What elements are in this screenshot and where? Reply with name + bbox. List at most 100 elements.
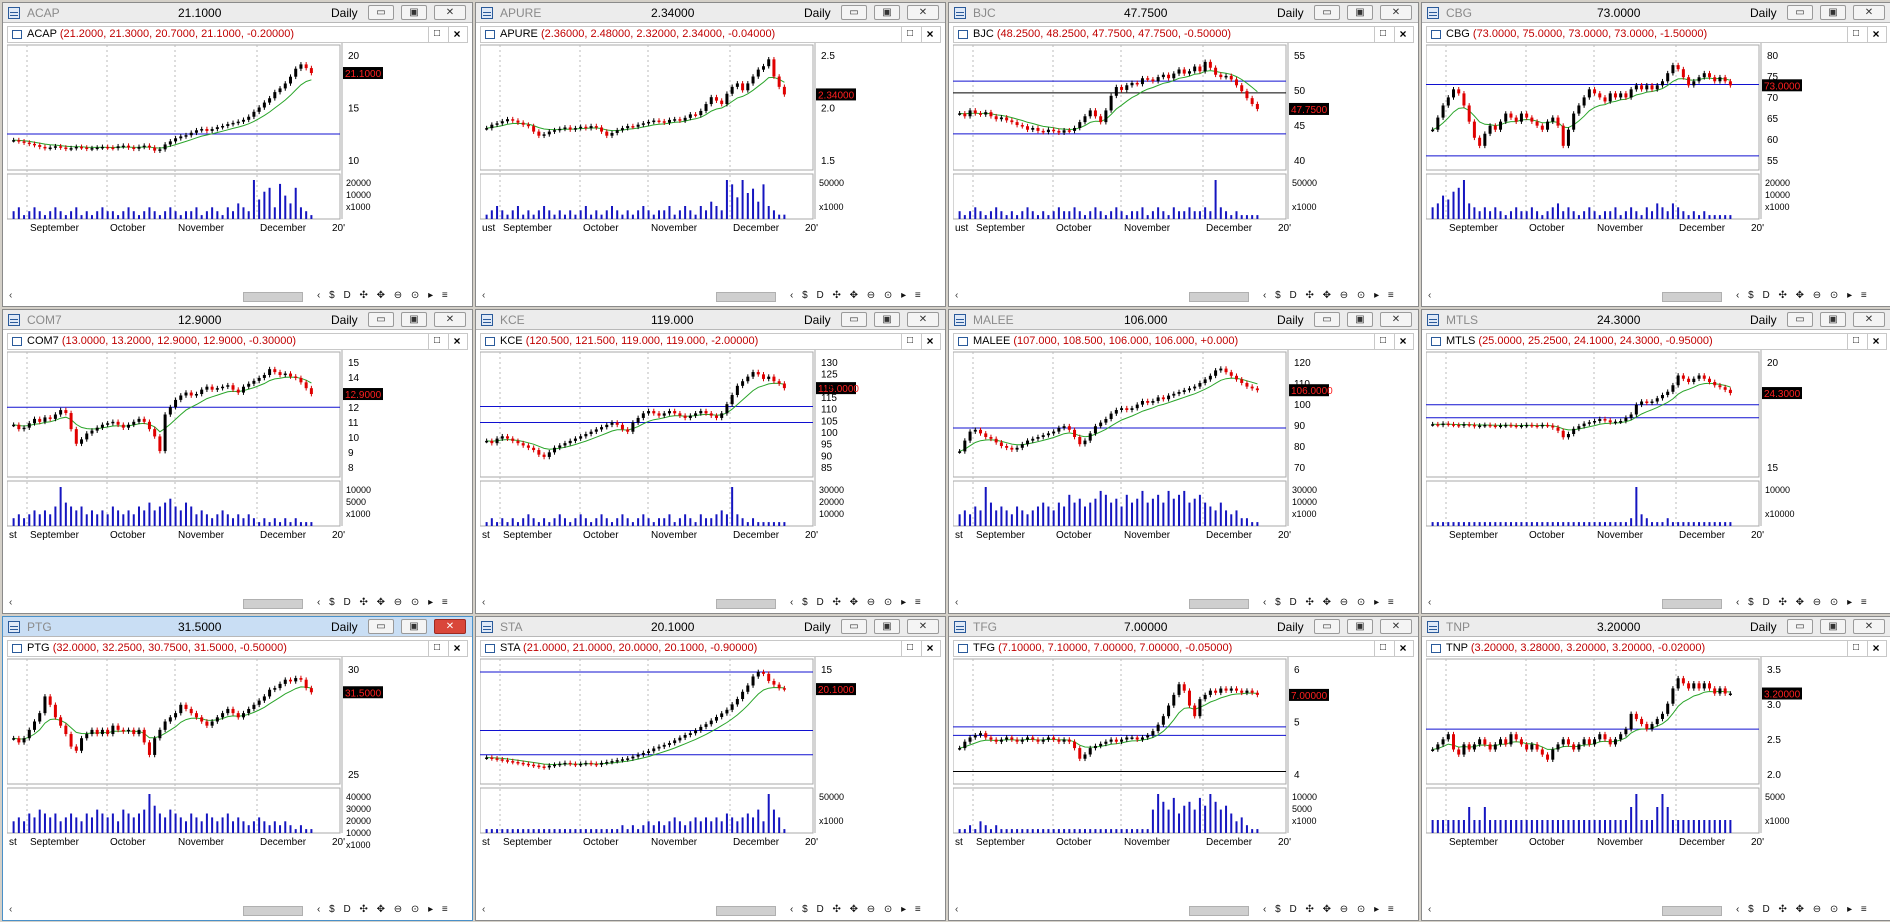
close-icon[interactable]: × — [921, 27, 938, 42]
close-button[interactable]: ✕ — [1380, 312, 1412, 327]
maximize-button[interactable]: ▣ — [1820, 312, 1846, 327]
maximize-button[interactable]: ▣ — [401, 5, 427, 20]
restore-icon[interactable]: □ — [428, 334, 445, 349]
close-button[interactable]: ✕ — [434, 312, 466, 327]
chart-tools[interactable]: ‹ $ D ✣ ✥ ⊖ ⊙ ▸ ≡ — [1736, 290, 1870, 301]
close-button[interactable]: ✕ — [907, 312, 939, 327]
chart-tools[interactable]: ‹ $ D ✣ ✥ ⊖ ⊙ ▸ ≡ — [1263, 290, 1397, 301]
close-icon[interactable]: × — [1394, 27, 1411, 42]
minimize-button[interactable]: ▭ — [1314, 5, 1340, 20]
maximize-button[interactable]: ▣ — [874, 312, 900, 327]
chart-scrollbar[interactable]: ‹ ‹ $ D ✣ ✥ ⊖ ⊙ ▸ ≡ — [953, 597, 1414, 611]
restore-icon[interactable]: □ — [901, 334, 918, 349]
minimize-button[interactable]: ▭ — [841, 312, 867, 327]
title-bar[interactable]: CBG 73.0000 Daily ▭ ▣ ✕ — [1422, 3, 1890, 23]
restore-icon[interactable]: □ — [1847, 334, 1864, 349]
minimize-button[interactable]: ▭ — [1787, 312, 1813, 327]
price-chart[interactable]: 106.00001201101009080703000010000x1000st… — [953, 350, 1414, 597]
maximize-button[interactable]: ▣ — [874, 5, 900, 20]
title-bar[interactable]: TFG 7.00000 Daily ▭ ▣ ✕ — [949, 617, 1418, 637]
chart-tools[interactable]: ‹ $ D ✣ ✥ ⊖ ⊙ ▸ ≡ — [1736, 597, 1870, 608]
scroll-left-icon[interactable]: ‹ — [955, 904, 959, 915]
close-icon[interactable]: × — [921, 334, 938, 349]
chart-window-kce[interactable]: KCE 119.000 Daily ▭ ▣ ✕ KCE (120.500, 121.500,… — [475, 309, 946, 614]
minimize-button[interactable]: ▭ — [841, 619, 867, 634]
close-button[interactable]: ✕ — [907, 619, 939, 634]
minimize-button[interactable]: ▭ — [1787, 5, 1813, 20]
chart-scrollbar[interactable]: ‹ ‹ $ D ✣ ✥ ⊖ ⊙ ▸ ≡ — [1426, 597, 1887, 611]
close-icon[interactable]: × — [448, 641, 465, 656]
close-icon[interactable]: × — [1394, 334, 1411, 349]
scroll-thumb[interactable] — [716, 599, 776, 609]
minimize-button[interactable]: ▭ — [1787, 619, 1813, 634]
chart-tools[interactable]: ‹ $ D ✣ ✥ ⊖ ⊙ ▸ ≡ — [1263, 597, 1397, 608]
scroll-thumb[interactable] — [1189, 292, 1249, 302]
restore-icon[interactable]: □ — [1847, 27, 1864, 42]
scroll-thumb[interactable] — [243, 906, 303, 916]
chart-tools[interactable]: ‹ $ D ✣ ✥ ⊖ ⊙ ▸ ≡ — [790, 290, 924, 301]
maximize-button[interactable]: ▣ — [401, 619, 427, 634]
restore-icon[interactable]: □ — [1847, 641, 1864, 656]
restore-icon[interactable]: □ — [1374, 641, 1391, 656]
close-button[interactable]: ✕ — [1380, 619, 1412, 634]
minimize-button[interactable]: ▭ — [368, 619, 394, 634]
scroll-thumb[interactable] — [1189, 599, 1249, 609]
close-icon[interactable]: × — [448, 334, 465, 349]
price-chart[interactable]: 119.000013012512011511010510095908530000… — [480, 350, 941, 597]
title-bar[interactable]: BJC 47.7500 Daily ▭ ▣ ✕ — [949, 3, 1418, 23]
scroll-left-icon[interactable]: ‹ — [955, 290, 959, 301]
close-icon[interactable]: × — [1867, 27, 1884, 42]
chart-scrollbar[interactable]: ‹ ‹ $ D ✣ ✥ ⊖ ⊙ ▸ ≡ — [7, 904, 468, 918]
title-bar[interactable]: ACAP 21.1000 Daily ▭ ▣ ✕ — [3, 3, 472, 23]
close-button[interactable]: ✕ — [434, 619, 466, 634]
chart-window-ptg[interactable]: PTG 31.5000 Daily ▭ ▣ ✕ PTG (32.0000, 32.2500,… — [2, 616, 473, 921]
chart-scrollbar[interactable]: ‹ ‹ $ D ✣ ✥ ⊖ ⊙ ▸ ≡ — [1426, 904, 1887, 918]
minimize-button[interactable]: ▭ — [368, 5, 394, 20]
scroll-left-icon[interactable]: ‹ — [955, 597, 959, 608]
title-bar[interactable]: MTLS 24.3000 Daily ▭ ▣ ✕ — [1422, 310, 1890, 330]
scroll-thumb[interactable] — [1662, 599, 1722, 609]
scroll-thumb[interactable] — [716, 292, 776, 302]
title-bar[interactable]: MALEE 106.000 Daily ▭ ▣ ✕ — [949, 310, 1418, 330]
scroll-thumb[interactable] — [243, 599, 303, 609]
scroll-left-icon[interactable]: ‹ — [482, 597, 486, 608]
maximize-button[interactable]: ▣ — [1820, 5, 1846, 20]
chart-tools[interactable]: ‹ $ D ✣ ✥ ⊖ ⊙ ▸ ≡ — [790, 904, 924, 915]
chart-scrollbar[interactable]: ‹ ‹ $ D ✣ ✥ ⊖ ⊙ ▸ ≡ — [7, 597, 468, 611]
minimize-button[interactable]: ▭ — [368, 312, 394, 327]
chart-scrollbar[interactable]: ‹ ‹ $ D ✣ ✥ ⊖ ⊙ ▸ ≡ — [480, 904, 941, 918]
scroll-thumb[interactable] — [716, 906, 776, 916]
close-button[interactable]: ✕ — [1853, 5, 1885, 20]
scroll-left-icon[interactable]: ‹ — [1428, 904, 1432, 915]
scroll-left-icon[interactable]: ‹ — [482, 290, 486, 301]
close-icon[interactable]: × — [1867, 334, 1884, 349]
chart-window-sta[interactable]: STA 20.1000 Daily ▭ ▣ ✕ STA (21.0000, 21.0000,… — [475, 616, 946, 921]
scroll-thumb[interactable] — [1662, 292, 1722, 302]
title-bar[interactable]: STA 20.1000 Daily ▭ ▣ ✕ — [476, 617, 945, 637]
scroll-left-icon[interactable]: ‹ — [9, 290, 13, 301]
maximize-button[interactable]: ▣ — [1820, 619, 1846, 634]
title-bar[interactable]: PTG 31.5000 Daily ▭ ▣ ✕ — [3, 617, 472, 637]
chart-tools[interactable]: ‹ $ D ✣ ✥ ⊖ ⊙ ▸ ≡ — [1736, 904, 1870, 915]
scroll-thumb[interactable] — [243, 292, 303, 302]
maximize-button[interactable]: ▣ — [1347, 619, 1373, 634]
scroll-left-icon[interactable]: ‹ — [482, 904, 486, 915]
chart-window-malee[interactable]: MALEE 106.000 Daily ▭ ▣ ✕ MALEE (107.000, 108.… — [948, 309, 1419, 614]
maximize-button[interactable]: ▣ — [401, 312, 427, 327]
close-button[interactable]: ✕ — [1380, 5, 1412, 20]
chart-window-cbg[interactable]: CBG 73.0000 Daily ▭ ▣ ✕ CBG (73.0000, 75.0000,… — [1421, 2, 1890, 307]
scroll-left-icon[interactable]: ‹ — [9, 904, 13, 915]
chart-scrollbar[interactable]: ‹ ‹ $ D ✣ ✥ ⊖ ⊙ ▸ ≡ — [7, 290, 468, 304]
chart-window-acap[interactable]: ACAP 21.1000 Daily ▭ ▣ ✕ ACAP (21.2000, 21.300… — [2, 2, 473, 307]
minimize-button[interactable]: ▭ — [841, 5, 867, 20]
title-bar[interactable]: COM7 12.9000 Daily ▭ ▣ ✕ — [3, 310, 472, 330]
scroll-left-icon[interactable]: ‹ — [1428, 597, 1432, 608]
restore-icon[interactable]: □ — [901, 27, 918, 42]
